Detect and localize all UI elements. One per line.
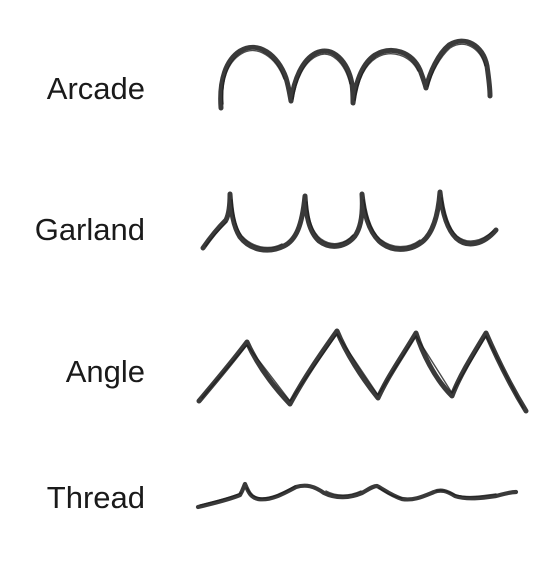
label-garland: Garland: [35, 214, 145, 245]
thread-stroke-icon: [198, 484, 516, 507]
arcade-stroke-icon: [221, 41, 490, 108]
label-arcade: Arcade: [47, 73, 145, 104]
garland-stroke-icon: [203, 192, 496, 250]
label-angle: Angle: [66, 356, 145, 387]
label-thread: Thread: [47, 482, 145, 513]
angle-stroke-icon: [199, 331, 526, 411]
